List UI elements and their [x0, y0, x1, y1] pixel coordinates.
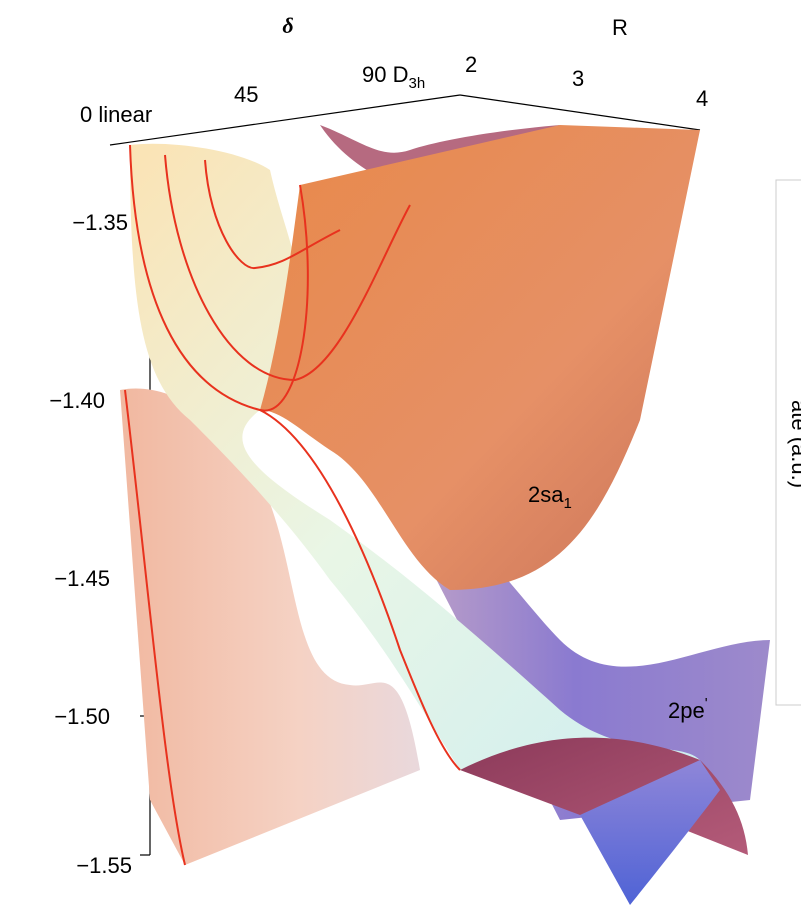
tick-label: 90 D3h [362, 62, 425, 92]
tick-label: 3 [572, 66, 584, 91]
colorbar-label: ate (a.u.) [787, 400, 801, 488]
label-sup: ' [705, 695, 708, 712]
surface-label: 2pe' [668, 695, 708, 723]
axis-title: R [612, 15, 628, 40]
tick-label: −1.45 [54, 566, 110, 591]
tick-label: 0 linear [80, 102, 152, 127]
axis-title: δ [282, 13, 293, 38]
tick-label: −1.55 [76, 853, 132, 878]
tick-label: −1.35 [72, 210, 128, 235]
figure: δ R 0 linear 45 90 D3h 2 3 4 −1.35 −1.40… [0, 0, 801, 907]
label-text: 2pe [668, 698, 705, 723]
tick-label: −1.40 [49, 388, 105, 413]
tick-label: 2 [465, 52, 477, 77]
tick-label: 4 [696, 86, 708, 111]
tick-sub: 3h [408, 75, 425, 92]
label-text: 2sa [528, 482, 564, 507]
tick-label: −1.50 [54, 704, 110, 729]
surfaces [120, 125, 770, 905]
tick-label: 45 [234, 82, 258, 107]
label-sub: 1 [563, 495, 571, 512]
tick-text: 90 D [362, 62, 408, 87]
